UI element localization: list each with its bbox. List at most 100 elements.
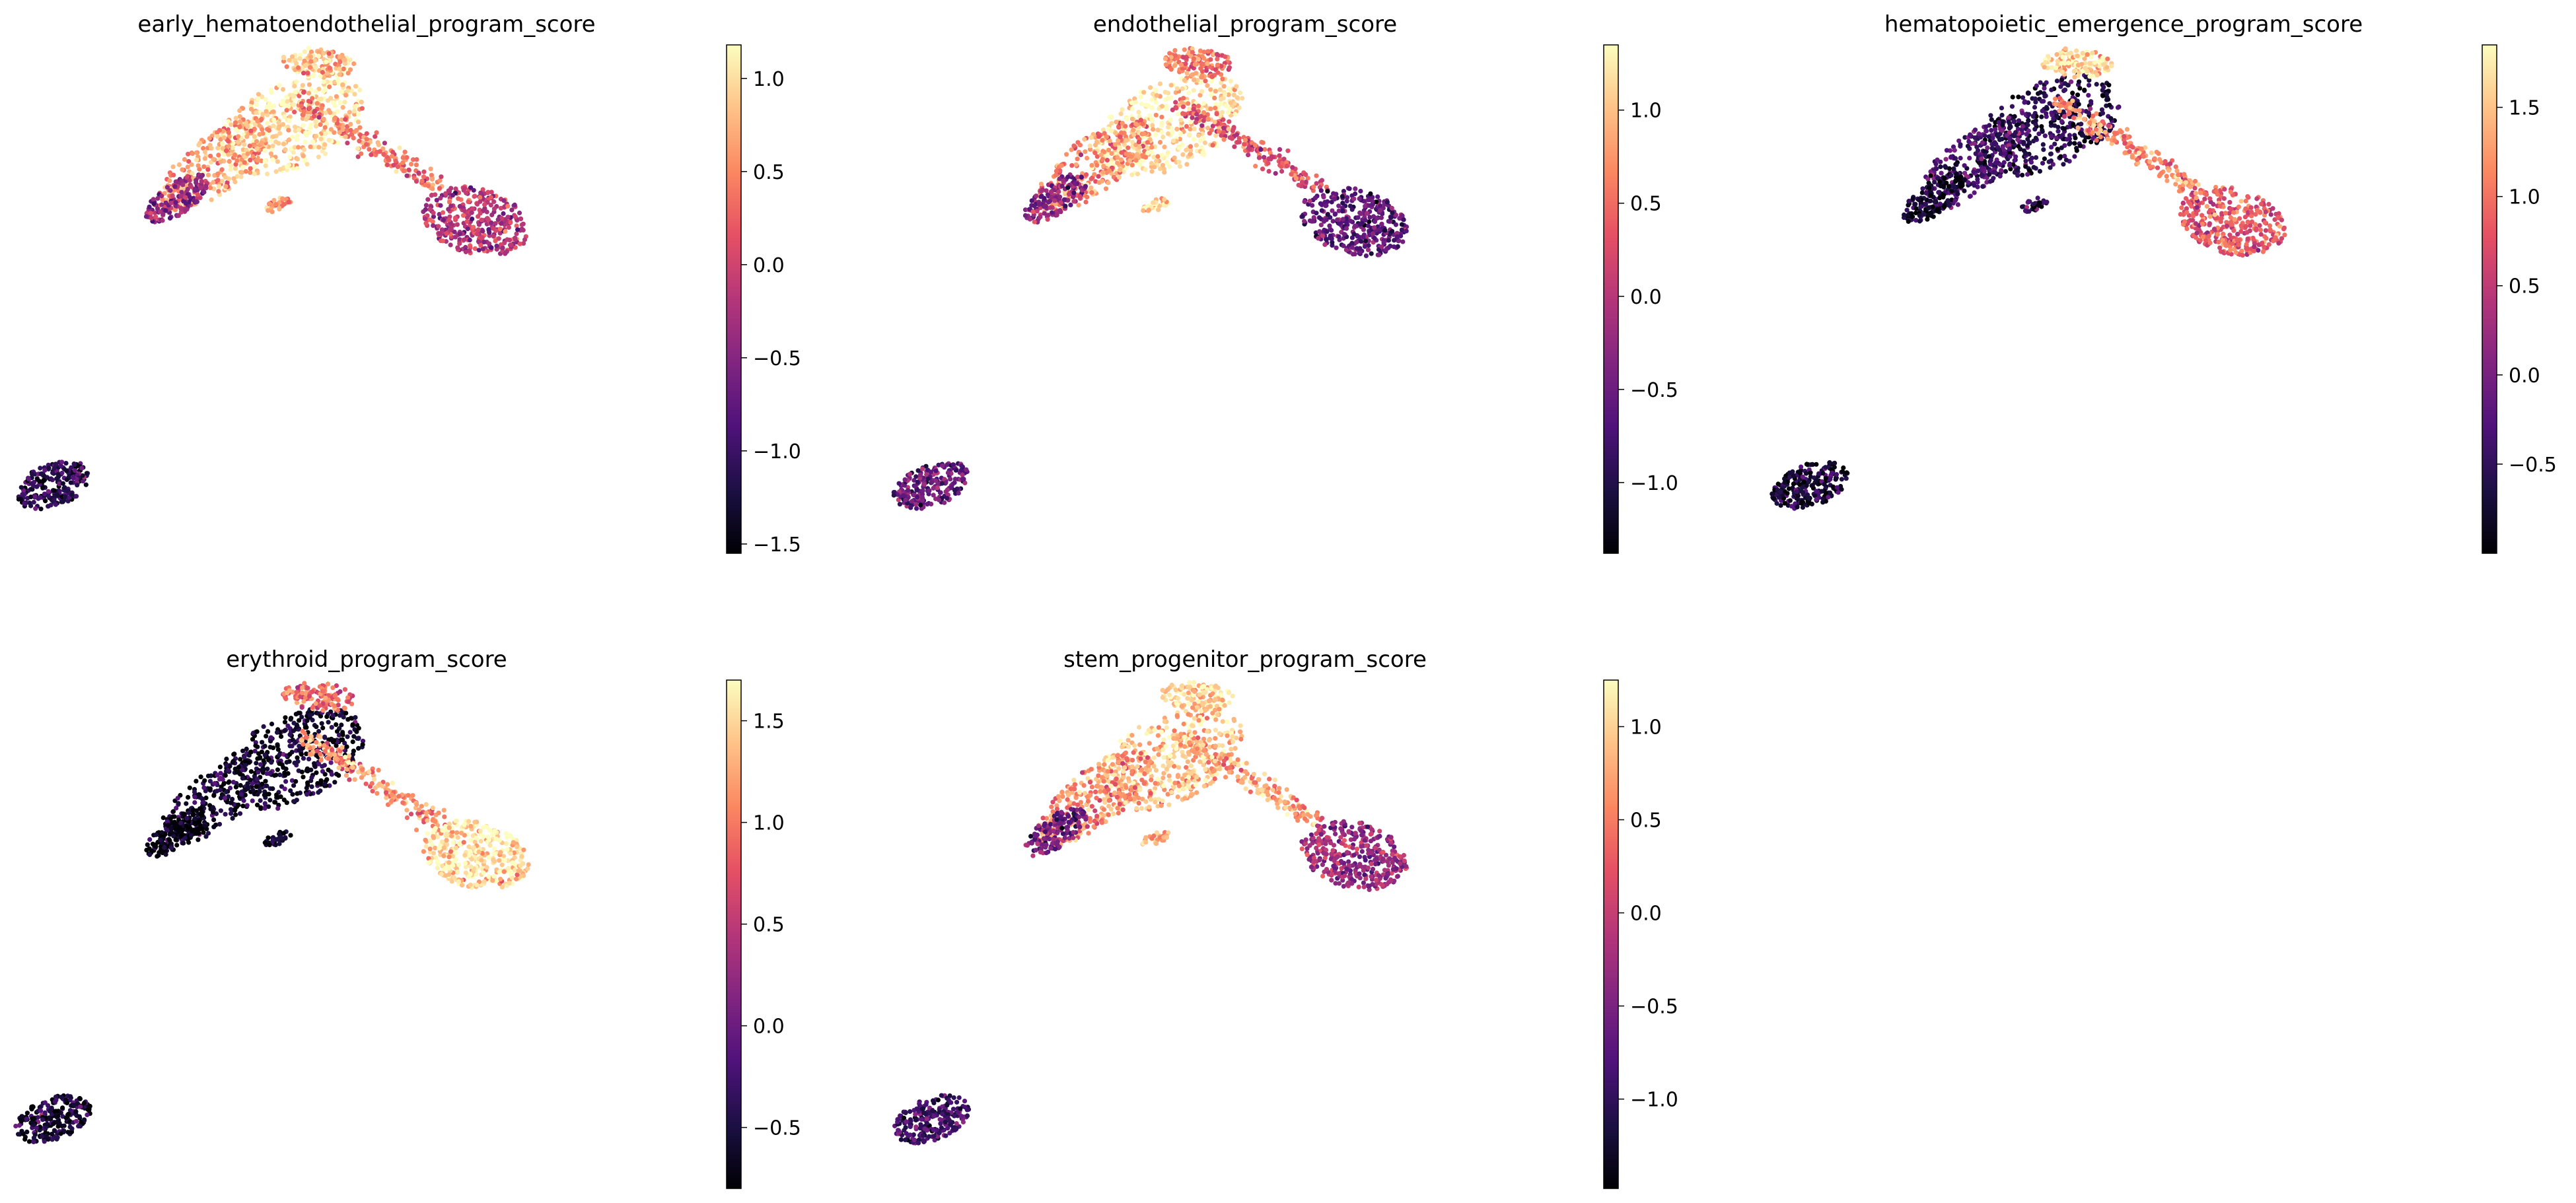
cell-point — [159, 202, 164, 207]
cell-point — [1321, 194, 1326, 200]
cell-point — [1075, 156, 1080, 162]
cell-point — [182, 156, 188, 162]
cell-point — [1280, 160, 1285, 166]
cell-point — [271, 134, 276, 139]
cell-point — [1164, 104, 1169, 109]
cell-point — [1162, 145, 1167, 150]
cell-point — [498, 205, 504, 211]
cell-point — [229, 122, 234, 127]
cell-point — [337, 66, 342, 71]
cell-point — [2276, 240, 2281, 246]
cell-point — [2055, 147, 2060, 152]
cell-point — [1109, 160, 1114, 166]
cell-point — [1153, 112, 1159, 118]
cell-point — [2077, 143, 2083, 149]
cell-point — [194, 199, 199, 204]
cell-point — [2009, 104, 2015, 109]
cell-point — [209, 197, 214, 203]
cell-point — [480, 228, 485, 234]
cell-point — [433, 192, 438, 197]
cell-point — [352, 92, 357, 97]
cell-point — [1277, 153, 1282, 158]
cell-point — [196, 163, 201, 168]
cell-point — [1054, 168, 1059, 174]
cell-point — [1106, 147, 1112, 153]
cell-point — [1332, 197, 1338, 202]
cell-point — [491, 234, 496, 239]
cell-point — [273, 201, 279, 207]
cell-point — [1118, 134, 1123, 139]
cell-point — [276, 141, 281, 146]
cell-point — [336, 78, 341, 83]
colorbar-tick-label: 0.0 — [753, 254, 785, 277]
cell-point — [2193, 235, 2199, 240]
cell-point — [357, 125, 363, 130]
cell-point — [1300, 214, 1305, 219]
cell-point — [1213, 88, 1218, 94]
cell-point — [2101, 62, 2106, 67]
cell-point — [280, 86, 286, 92]
cell-point — [2075, 53, 2080, 59]
cell-point — [1999, 112, 2005, 118]
cell-point — [2042, 94, 2048, 99]
cell-point — [1131, 132, 1137, 137]
cell-point — [1363, 253, 1369, 258]
cell-point — [1148, 85, 1153, 90]
cell-point — [233, 152, 238, 158]
cell-point — [1200, 135, 1205, 141]
cell-point — [413, 162, 419, 168]
cell-point — [2013, 130, 2019, 135]
cell-point — [1119, 150, 1124, 155]
cell-point — [2085, 52, 2090, 57]
cell-point — [228, 167, 233, 172]
cell-point — [1109, 128, 1114, 133]
cell-point — [2068, 50, 2073, 55]
cell-point — [306, 130, 312, 135]
scatter-panel-3: hematopoietic_emergence_program_score−0.… — [1770, 11, 2557, 554]
cell-point — [1372, 219, 1378, 224]
cell-point — [195, 191, 200, 197]
cell-point — [43, 498, 48, 504]
cell-point — [332, 130, 337, 135]
cell-point — [959, 463, 964, 469]
cell-point — [2063, 46, 2068, 52]
cell-point — [960, 477, 965, 482]
cell-point — [1166, 124, 1171, 130]
cell-point — [1260, 166, 1266, 172]
cell-point — [1284, 163, 1289, 169]
cell-point — [1089, 185, 1094, 190]
cell-point — [1390, 210, 1395, 215]
cell-point — [297, 52, 303, 58]
scatter-points — [1770, 46, 2287, 511]
cell-point — [306, 98, 311, 104]
cell-point — [1132, 96, 1137, 102]
cell-point — [1063, 203, 1068, 209]
cell-point — [1347, 186, 1352, 191]
cell-point — [1205, 112, 1210, 117]
cell-point — [509, 242, 514, 248]
cell-point — [219, 167, 225, 172]
cell-point — [2059, 69, 2065, 75]
cell-point — [2072, 141, 2077, 146]
cell-point — [301, 90, 306, 95]
cell-point — [1085, 155, 1090, 161]
cell-point — [2092, 119, 2097, 124]
cell-point — [2183, 180, 2188, 185]
cell-point — [1138, 94, 1143, 100]
cell-point — [1123, 138, 1129, 143]
cell-point — [416, 170, 421, 176]
cell-point — [1129, 172, 1135, 178]
cell-point — [1180, 104, 1186, 110]
cell-point — [343, 134, 348, 139]
cell-point — [1906, 198, 1912, 204]
cell-point — [2112, 131, 2118, 137]
cell-point — [355, 154, 361, 159]
cell-point — [1949, 172, 1954, 178]
cell-point — [1164, 160, 1170, 165]
cell-point — [1311, 184, 1316, 189]
cell-point — [1184, 147, 1189, 153]
cell-point — [211, 180, 216, 185]
cell-point — [1329, 236, 1334, 242]
cell-point — [63, 461, 69, 466]
cell-point — [58, 464, 63, 469]
